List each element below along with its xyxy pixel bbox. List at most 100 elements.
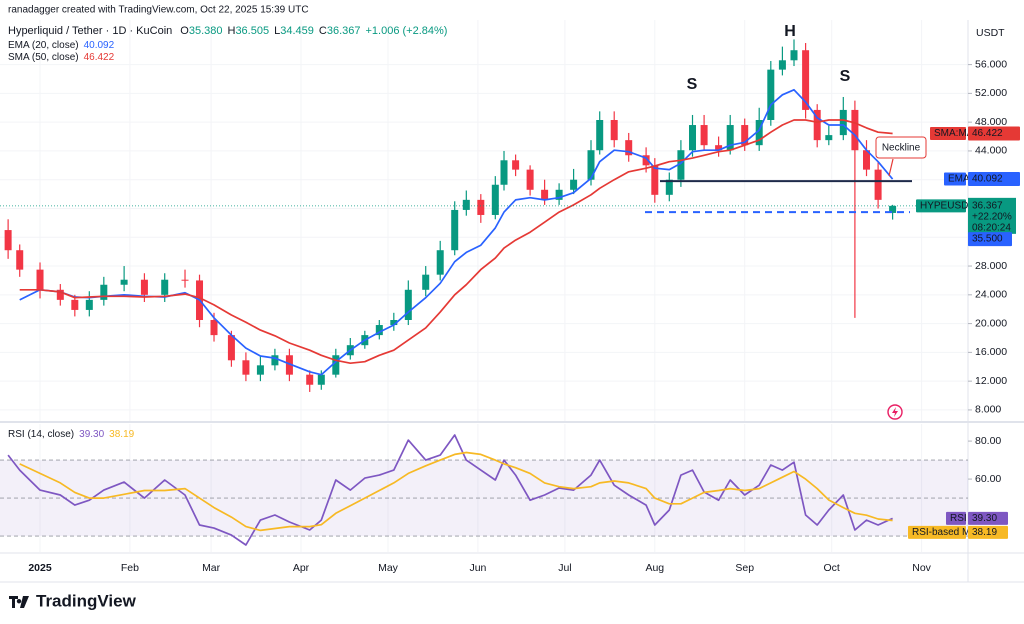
legend-name: SMA (50, close) [8, 52, 79, 63]
candle [36, 262, 44, 299]
candle-body [790, 50, 798, 61]
ticker-tag-box [916, 199, 966, 213]
support-tag-text: 35.500 [972, 234, 1003, 245]
candle-body [625, 140, 633, 156]
candle [100, 276, 108, 306]
candle-body [491, 184, 499, 215]
logo-icon [9, 596, 29, 608]
candle [271, 348, 279, 371]
candle [570, 168, 578, 195]
candle [790, 39, 798, 67]
y-tick-label: 24.000 [975, 289, 1007, 301]
candle [451, 201, 459, 256]
indicator-price-box [968, 126, 1020, 141]
candle-body [677, 150, 685, 180]
x-tick-label: Sep [735, 562, 754, 574]
symbol: Hyperliquid / Tether · 1D · KuCoin [8, 25, 172, 37]
alert-bolt [892, 407, 898, 417]
candle-body [404, 289, 412, 320]
candle-body [462, 199, 470, 210]
indicator-price-text: 46.422 [972, 128, 1003, 139]
candle-body [715, 145, 723, 151]
pattern-label: S [687, 76, 698, 93]
y-tick-label: 16.000 [975, 346, 1007, 358]
y-tick-label: 52.000 [975, 87, 1007, 99]
candle-body [422, 274, 430, 290]
candle [889, 204, 897, 220]
candle-body [665, 179, 673, 195]
candle-body [477, 199, 485, 215]
candle [825, 125, 833, 146]
candle-body [375, 325, 383, 336]
candle [332, 348, 340, 378]
candle-body [778, 60, 786, 70]
candle-body [512, 160, 520, 170]
rsi-legend: RSI (14, close) 39.30 38.19 [8, 429, 135, 440]
candle-body [825, 135, 833, 141]
candle-body [4, 230, 12, 251]
candle [625, 132, 633, 162]
candle-body [210, 320, 218, 336]
rsi-tag-text: RSI-based MA [912, 527, 977, 538]
candle-body [689, 125, 697, 151]
ohlc-value: 34.459 [280, 25, 314, 37]
candle-body [889, 205, 897, 213]
candle [767, 61, 775, 126]
candle [256, 355, 264, 382]
indicator-legend: SMA (50, close) 46.422 [8, 52, 115, 63]
candle [56, 284, 64, 306]
ohlc-key: O [180, 25, 189, 37]
y-tick-label: 48.000 [975, 116, 1007, 128]
candle-body [256, 365, 264, 375]
y-tick-label: 12.000 [975, 375, 1007, 387]
candle-body [555, 189, 563, 200]
y-tick-label: 20.000 [975, 317, 1007, 329]
x-tick-label: Oct [824, 562, 840, 574]
candle-body [306, 374, 314, 385]
rsi-value-box [968, 511, 1008, 525]
ohlc-value: 36.505 [235, 25, 269, 37]
x-tick-label: Apr [293, 562, 310, 574]
rsi-tag-box [946, 511, 966, 525]
candle-body [16, 250, 24, 270]
candle [715, 136, 723, 157]
candle-body [120, 279, 128, 285]
price-change: +22.20% [972, 211, 1012, 222]
indicator-tag-box [944, 172, 966, 186]
candle-body [100, 284, 108, 300]
indicator-tag-text: SMA:MA [934, 128, 974, 139]
candle [4, 219, 12, 259]
candle [390, 312, 398, 331]
indicator-price-text: 40.092 [972, 174, 1003, 185]
x-tick-label: Jul [558, 562, 571, 574]
candle [526, 165, 534, 196]
candle-body [541, 189, 549, 200]
y-tick-label: 60.00 [975, 473, 1001, 485]
candle-body [436, 250, 444, 275]
ohlc-value: 36.367 [327, 25, 361, 37]
candle [285, 348, 293, 382]
y-tick-label: 44.000 [975, 145, 1007, 157]
price-value: 36.367 [972, 200, 1003, 211]
candle-body [596, 120, 604, 151]
candle [242, 352, 250, 382]
x-tick-label: 2025 [28, 562, 52, 574]
x-tick-label: Jun [469, 562, 486, 574]
candle [778, 46, 786, 76]
legend-name: EMA (20, close) [8, 40, 79, 51]
callout-box [875, 136, 927, 159]
rsi-value-box [968, 525, 1008, 539]
candle-body [526, 169, 534, 190]
candle-body [813, 109, 821, 141]
price-countdown: 08:20:24 [972, 222, 1011, 233]
rsi-value-text: 38.19 [972, 527, 997, 538]
candle-body [332, 355, 340, 375]
rsi-tag-box [908, 525, 966, 539]
candle-body [587, 150, 595, 180]
legend-name: RSI (14, close) [8, 429, 74, 440]
candle [596, 111, 604, 155]
candle-body [140, 279, 148, 295]
candle [462, 190, 470, 216]
candle [863, 140, 871, 177]
